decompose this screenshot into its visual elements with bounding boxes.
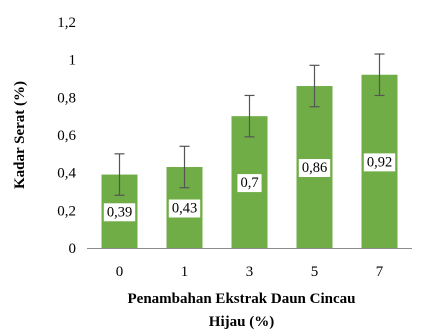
y-tick-label: 0,4: [57, 166, 76, 182]
error-bars-layer: [114, 53, 385, 196]
error-bar-1: [179, 145, 190, 189]
error-bar-3: [244, 94, 255, 138]
y-tick-label: 1,2: [57, 15, 76, 31]
data-label-text: 0,86: [302, 160, 327, 176]
x-axis-title-line-1: Penambahan Ekstrak Daun Cincau: [128, 291, 356, 307]
x-tick-label: 7: [376, 264, 384, 280]
y-axis-title: Kadar Serat (%): [12, 81, 28, 189]
data-label-text: 0,43: [172, 201, 197, 217]
x-axis-title-line-2: Hijau (%): [209, 314, 274, 330]
data-label-text: 0,39: [107, 204, 132, 220]
y-tick-label: 0,2: [57, 203, 76, 219]
error-bar-7: [374, 53, 385, 97]
x-tick-labels: 0 1 3 5 7: [116, 264, 384, 280]
error-bar-0: [114, 153, 125, 196]
data-label-3: 0,7: [237, 174, 262, 193]
x-tick-label: 3: [246, 264, 254, 280]
x-tick-label: 5: [311, 264, 319, 280]
x-tick-label: 0: [116, 264, 124, 280]
data-label-5: 0,86: [298, 159, 331, 178]
y-tick-label: 0,6: [57, 128, 76, 144]
data-labels-layer: 0,39 0,43 0,7 0,86 0,92: [103, 153, 396, 222]
data-label-text: 0,92: [367, 154, 392, 170]
data-label-7: 0,92: [363, 153, 396, 172]
data-label-0: 0,39: [103, 203, 136, 222]
x-tick-label: 1: [181, 264, 189, 280]
y-tick-label: 0: [69, 241, 77, 257]
error-bar-5: [309, 64, 320, 108]
data-label-1: 0,43: [168, 199, 201, 218]
y-tick-label: 1: [69, 53, 77, 69]
data-label-text: 0,7: [240, 175, 258, 191]
y-tick-labels: 0 0,2 0,4 0,6 0,8 1 1,2: [57, 15, 76, 257]
y-tick-label: 0,8: [57, 90, 76, 106]
